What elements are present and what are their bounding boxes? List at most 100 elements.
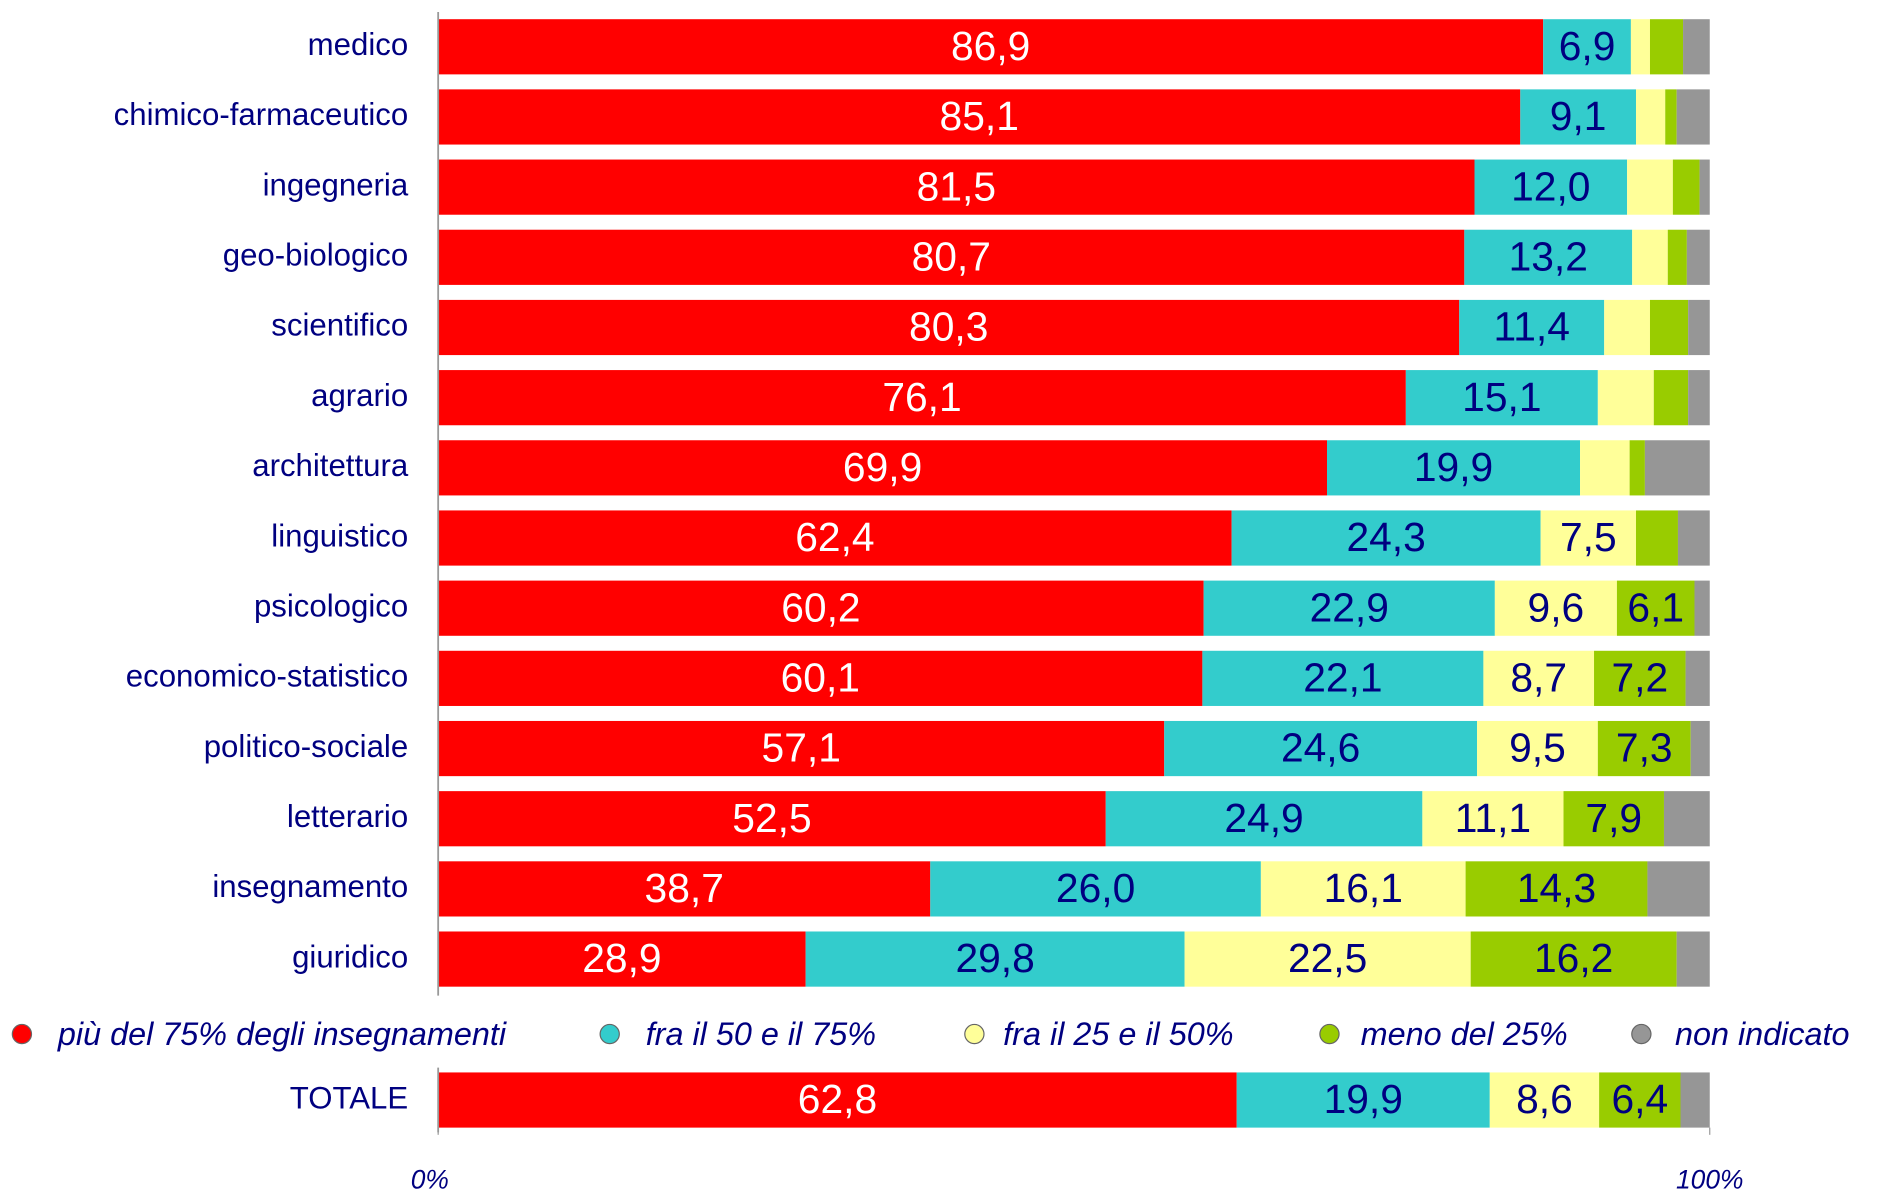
bar-segment <box>438 931 806 987</box>
data-label: 85,1 <box>940 93 1019 139</box>
y-tick-label: medico <box>308 27 409 62</box>
bar-segment <box>1597 720 1691 777</box>
bar-segment <box>805 931 1185 987</box>
bar-segment <box>1477 720 1598 777</box>
bar-segment <box>1690 720 1710 777</box>
data-label: 11,1 <box>1455 795 1531 841</box>
bar-segment <box>1494 580 1617 636</box>
y-tick-label: architettura <box>252 448 409 483</box>
data-label: 19,9 <box>1324 1076 1403 1122</box>
data-label: 8,7 <box>1510 655 1567 701</box>
bar-segment <box>438 229 1465 285</box>
legend-marker <box>1631 1023 1652 1045</box>
bar-segment <box>1597 370 1654 426</box>
data-label: 6,9 <box>1559 23 1616 69</box>
bar-segment <box>1630 19 1650 75</box>
bar-segment <box>438 370 1406 426</box>
bar-segment <box>1686 229 1710 285</box>
data-label: 6,4 <box>1611 1076 1668 1122</box>
data-label: 12,0 <box>1511 163 1590 209</box>
bar-segment <box>1580 440 1630 496</box>
bar-segment <box>1464 229 1633 285</box>
bar-segment <box>1599 1072 1681 1128</box>
y-tick-label: ingegneria <box>263 167 409 202</box>
legend-label: fra il 50 e il 75% <box>646 1016 876 1052</box>
y-tick-label: economico-statistico <box>126 659 408 694</box>
bar-segment <box>1699 159 1710 215</box>
bar-segment <box>1202 650 1484 706</box>
data-label: 14,3 <box>1517 865 1596 911</box>
data-label: 22,9 <box>1310 584 1389 630</box>
bar-segment <box>1676 931 1710 987</box>
bar-segment <box>1627 159 1673 215</box>
y-tick-label: chimico-farmaceutico <box>114 97 409 132</box>
bar-segment <box>1563 791 1664 847</box>
y-tick-label: letterario <box>287 799 408 834</box>
y-tick-label: insegnamento <box>212 869 408 904</box>
bar-segment <box>438 720 1165 777</box>
data-label: 24,3 <box>1346 514 1425 560</box>
data-label: 80,3 <box>909 304 988 350</box>
bar-segment <box>1164 720 1478 777</box>
legend-marker <box>599 1023 620 1045</box>
data-label: 57,1 <box>762 725 841 771</box>
data-label: 7,5 <box>1560 514 1617 560</box>
bar-segment <box>438 299 1460 356</box>
data-label: 52,5 <box>732 795 811 841</box>
y-tick-label: scientifico <box>271 308 408 343</box>
data-label: 86,9 <box>951 23 1030 69</box>
data-label: 13,2 <box>1509 233 1588 279</box>
bar-segment <box>1663 791 1710 847</box>
data-label: 9,5 <box>1509 725 1566 771</box>
data-label: 38,7 <box>645 865 724 911</box>
data-label: 24,6 <box>1281 725 1360 771</box>
y-tick-label: TOTALE <box>290 1080 408 1115</box>
bar-segment <box>1688 370 1710 426</box>
legend-marker <box>1319 1023 1340 1045</box>
bar-segment <box>1260 861 1466 917</box>
data-label: 24,9 <box>1224 795 1303 841</box>
bar-segment <box>438 159 1475 215</box>
bar-segment <box>1203 580 1495 636</box>
bar-segment <box>1632 229 1668 285</box>
legend-marker <box>11 1023 33 1045</box>
y-tick-label: politico-sociale <box>204 729 408 764</box>
bar-segment <box>1405 370 1598 426</box>
x-tick-label: 0% <box>411 1165 449 1195</box>
bar-segment <box>1616 580 1695 636</box>
bar-segment <box>1644 440 1710 496</box>
bar-segment <box>1653 370 1689 426</box>
bar-segment <box>1459 299 1605 356</box>
bar-segment <box>1647 861 1710 917</box>
data-label: 28,9 <box>582 935 661 981</box>
y-tick-label: psicologico <box>254 588 408 623</box>
data-label: 26,0 <box>1056 865 1135 911</box>
bar-segment <box>1694 580 1710 636</box>
data-label: 11,4 <box>1494 304 1570 350</box>
data-label: 8,6 <box>1516 1076 1573 1122</box>
bar-segment <box>1520 89 1636 145</box>
data-label: 19,9 <box>1414 444 1493 490</box>
bar-segment <box>1683 19 1710 75</box>
bar-segment <box>1629 440 1645 496</box>
legend-label: fra il 25 e il 50% <box>1003 1016 1233 1052</box>
legend-label: non indicato <box>1675 1016 1850 1052</box>
bar-segment <box>1680 1072 1710 1128</box>
bar-segment <box>438 650 1203 706</box>
data-label: 15,1 <box>1462 374 1541 420</box>
bar-segment <box>1635 510 1678 566</box>
bar-segment <box>1594 650 1686 706</box>
data-label: 22,5 <box>1288 935 1367 981</box>
bar-segment <box>1649 19 1684 75</box>
bar-segment <box>438 440 1327 496</box>
bar-segment <box>1105 791 1423 847</box>
data-label: 62,8 <box>798 1076 877 1122</box>
bar-segment <box>1326 440 1581 496</box>
bar-segment <box>438 89 1521 145</box>
bar-segment <box>930 861 1261 917</box>
data-label: 9,6 <box>1528 584 1585 630</box>
bar-segment <box>1604 299 1650 356</box>
data-label: 60,1 <box>781 655 860 701</box>
data-label: 76,1 <box>882 374 961 420</box>
